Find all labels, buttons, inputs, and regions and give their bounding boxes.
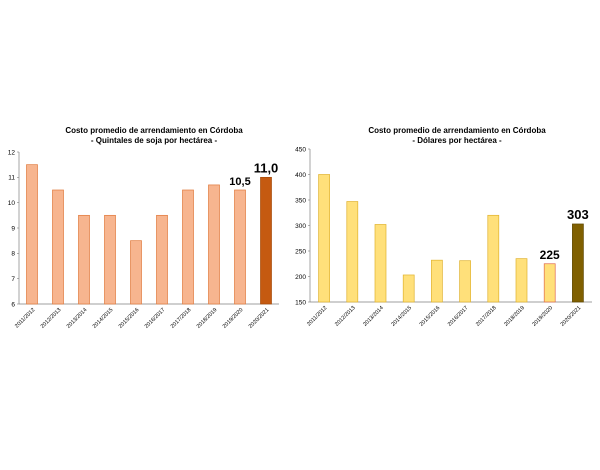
bar-2020-2021 [260, 176, 272, 305]
y-tick-label: 6 [11, 301, 15, 308]
y-tick-label: 9 [11, 225, 15, 232]
bar-2017-2018 [182, 189, 194, 305]
y-tick-label: 300 [295, 223, 306, 230]
bar-2012-2013 [346, 201, 359, 303]
data-label: 225 [540, 248, 560, 262]
bar-2012-2013 [52, 189, 64, 305]
chart-subtitle: - Dólares por hectárea - [412, 136, 502, 145]
y-tick-label: 11 [8, 175, 15, 182]
y-tick-label: 450 [295, 146, 306, 153]
data-label: 11,0 [254, 160, 279, 175]
bar-2019-2020 [543, 263, 556, 303]
x-category-label: 2012/2013 [334, 305, 357, 328]
x-category-label: 2015/2016 [118, 307, 141, 330]
y-tick-label: 400 [295, 172, 306, 179]
chart-title: Costo promedio de arrendamiento en Córdo… [65, 126, 243, 135]
bar-2011-2012 [318, 174, 330, 303]
x-category-label: 2014/2015 [390, 305, 413, 328]
y-tick-label: 350 [295, 197, 306, 204]
bar-2016-2017 [156, 214, 168, 305]
x-category-label: 2013/2014 [66, 307, 89, 330]
x-category-label: 2018/2019 [503, 305, 526, 328]
bar-2011-2012 [26, 164, 38, 305]
bar-2020-2021 [572, 223, 584, 303]
y-tick-label: 250 [295, 248, 306, 255]
x-category-label: 2012/2013 [40, 307, 63, 330]
bar-2015-2016 [431, 259, 443, 303]
x-category-label: 2017/2018 [170, 307, 193, 330]
bar-2016-2017 [459, 260, 471, 303]
x-category-label: 2020/2021 [560, 305, 583, 328]
bar-2017-2018 [487, 214, 500, 303]
y-tick-label: 7 [11, 276, 15, 283]
y-tick-label: 12 [8, 149, 16, 156]
x-category-label: 2014/2015 [92, 307, 115, 330]
x-category-label: 2020/2021 [248, 307, 271, 330]
y-tick-label: 8 [11, 251, 15, 258]
chart-title: Costo promedio de arrendamiento en Córdo… [368, 126, 546, 135]
bar-2013-2014 [78, 214, 90, 305]
bar-2015-2016 [130, 240, 142, 305]
bar-2014-2015 [104, 214, 116, 305]
x-category-label: 2016/2017 [447, 305, 470, 328]
bar-2013-2014 [374, 224, 387, 303]
x-category-label: 2013/2014 [362, 305, 385, 328]
bar-2014-2015 [402, 274, 415, 303]
y-tick-label: 200 [295, 274, 306, 281]
x-category-label: 2011/2012 [306, 305, 328, 327]
bar-2019-2020 [234, 189, 246, 305]
x-category-label: 2019/2020 [222, 307, 245, 330]
x-category-label: 2011/2012 [14, 307, 36, 329]
x-category-label: 2018/2019 [196, 307, 219, 330]
x-category-label: 2016/2017 [144, 307, 167, 330]
y-tick-label: 150 [295, 299, 306, 306]
x-category-label: 2017/2018 [475, 305, 498, 328]
data-label: 10,5 [229, 176, 250, 188]
bar-2018-2019 [208, 184, 220, 305]
x-category-label: 2019/2020 [531, 305, 554, 328]
chart-dolares: Costo promedio de arrendamiento en Córdo… [295, 126, 592, 328]
data-label: 303 [567, 207, 589, 222]
chart-soja-quintales: Costo promedio de arrendamiento en Córdo… [8, 126, 279, 330]
bar-2018-2019 [515, 258, 528, 303]
chart-subtitle: - Quintales de soja por hectárea - [91, 136, 218, 145]
x-category-label: 2015/2016 [419, 305, 442, 328]
y-tick-label: 10 [8, 200, 16, 207]
